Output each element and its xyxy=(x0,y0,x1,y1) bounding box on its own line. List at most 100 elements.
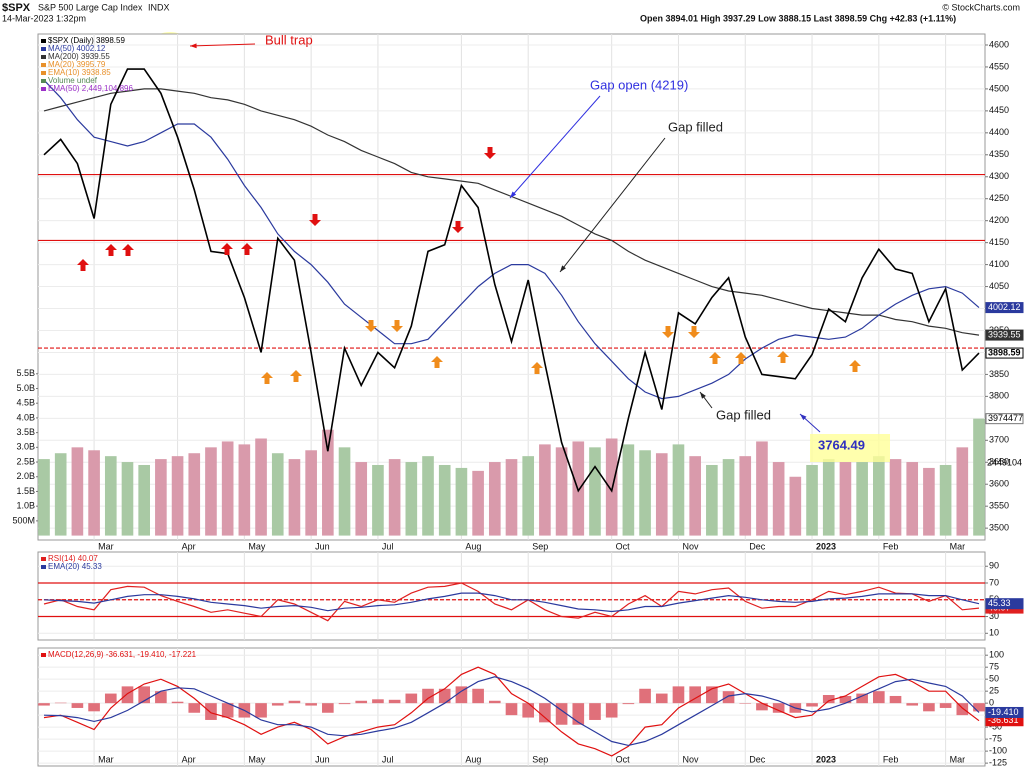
volume-bar xyxy=(756,441,768,536)
histogram-bar xyxy=(405,693,418,704)
legend-entry: MA(50) 4002.12 xyxy=(48,44,106,53)
y-tick-label: 3500 xyxy=(989,523,1009,533)
month-label: Feb xyxy=(883,754,899,764)
arrow-head xyxy=(560,265,566,272)
month-label: Dec xyxy=(749,754,766,764)
volume-bar xyxy=(388,459,401,536)
annotation: Bull trap xyxy=(265,32,313,47)
y-tick-label: 4050 xyxy=(989,281,1009,291)
volume-bar xyxy=(522,456,535,536)
legend-entry: $SPX (Daily) 3898.59 xyxy=(48,36,125,45)
histogram-bar xyxy=(856,693,868,704)
signal-arrow xyxy=(290,370,302,382)
histogram-bar xyxy=(104,693,117,704)
signal-arrow xyxy=(261,372,273,384)
histogram-bar xyxy=(171,701,184,704)
histogram-bar xyxy=(622,703,635,705)
price-tag xyxy=(985,329,1024,341)
signal-arrow xyxy=(484,147,496,159)
y-tick-label: 100 xyxy=(989,650,1004,660)
histogram-bar xyxy=(889,695,902,704)
volume-bar xyxy=(973,418,985,536)
month-label: Nov xyxy=(682,541,699,551)
month-label: Sep xyxy=(532,541,548,551)
month-label: Oct xyxy=(616,541,631,551)
month-label: Oct xyxy=(616,754,631,764)
y-tick-label: 3650 xyxy=(989,457,1009,467)
legend-swatch xyxy=(41,87,46,91)
histogram-bar xyxy=(455,686,468,704)
price-tag-label: -36.631 xyxy=(988,715,1019,725)
histogram-bar xyxy=(639,688,651,704)
legend-swatch xyxy=(41,557,46,561)
month-label: Apr xyxy=(182,754,196,764)
month-label: Sep xyxy=(532,754,548,764)
volume-bar xyxy=(839,462,852,536)
y2-tick-label: 1.5B xyxy=(16,486,35,496)
y-tick-label: 4450 xyxy=(989,105,1009,115)
y-tick-label: 3700 xyxy=(989,435,1009,445)
volume-bar xyxy=(205,447,217,536)
y-tick-label: 90 xyxy=(989,561,999,571)
annotation: Gap open (4219) xyxy=(590,77,688,92)
price-tag-label: -19.410 xyxy=(988,707,1019,717)
volume-bar xyxy=(305,450,317,536)
month-label: Nov xyxy=(682,754,699,764)
volume-bar xyxy=(54,453,67,536)
volume-bar xyxy=(856,462,868,536)
price-tag xyxy=(985,347,1024,359)
volume-bar xyxy=(488,462,501,536)
series-line xyxy=(43,79,980,400)
legend-entry: MA(200) 3939.55 xyxy=(48,52,110,61)
volume-bar xyxy=(455,467,468,536)
histogram-bar xyxy=(388,699,401,704)
histogram-bar xyxy=(221,703,234,718)
volume-bar xyxy=(605,438,618,536)
signal-arrow xyxy=(105,244,117,256)
legend-swatch xyxy=(41,71,46,75)
histogram-bar xyxy=(822,695,835,704)
histogram-bar xyxy=(522,703,535,718)
annotation-box xyxy=(810,434,890,462)
volume-bar xyxy=(238,444,251,536)
volume-bar xyxy=(589,447,601,536)
legend-swatch xyxy=(41,565,46,569)
arrow-head xyxy=(700,392,706,399)
signal-arrow xyxy=(241,243,253,255)
series-line xyxy=(43,666,980,757)
volume-bar xyxy=(422,456,434,536)
month-label: 2023 xyxy=(816,541,836,551)
y-tick-label: 4150 xyxy=(989,237,1009,247)
signal-arrow xyxy=(391,320,403,332)
histogram-bar xyxy=(772,703,785,713)
annotation: Gap filled xyxy=(716,407,771,422)
histogram-bar xyxy=(706,686,718,704)
volume-bar xyxy=(722,459,735,536)
signal-arrow xyxy=(777,351,789,363)
series-line xyxy=(43,582,980,622)
y-tick-label: 3600 xyxy=(989,479,1009,489)
y-tick-label: 10 xyxy=(989,628,999,638)
arrow-head xyxy=(190,43,197,49)
volume-bar xyxy=(338,447,351,536)
histogram-bar xyxy=(472,688,484,704)
month-label: Mar xyxy=(950,754,966,764)
annotation: 2449104 xyxy=(987,457,1022,467)
credit: © StockCharts.com xyxy=(942,2,1020,12)
histogram-bar xyxy=(138,686,150,704)
y-tick-label: 70 xyxy=(989,577,999,587)
histogram-bar xyxy=(555,703,568,725)
volume-bar xyxy=(288,459,301,536)
y-tick-label: 3800 xyxy=(989,391,1009,401)
histogram-bar xyxy=(672,686,685,704)
legend-entry: Volume undef xyxy=(48,76,98,85)
timestamp: 14-Mar-2023 1:32pm xyxy=(2,13,86,23)
series-line xyxy=(43,68,980,493)
month-label: Jul xyxy=(382,754,394,764)
histogram-bar xyxy=(605,703,618,718)
y2-tick-label: 3.5B xyxy=(16,427,35,437)
arrow-head xyxy=(800,414,807,421)
signal-arrow xyxy=(688,326,700,338)
volume-bar xyxy=(505,459,518,536)
y2-tick-label: 1.0B xyxy=(16,501,35,511)
